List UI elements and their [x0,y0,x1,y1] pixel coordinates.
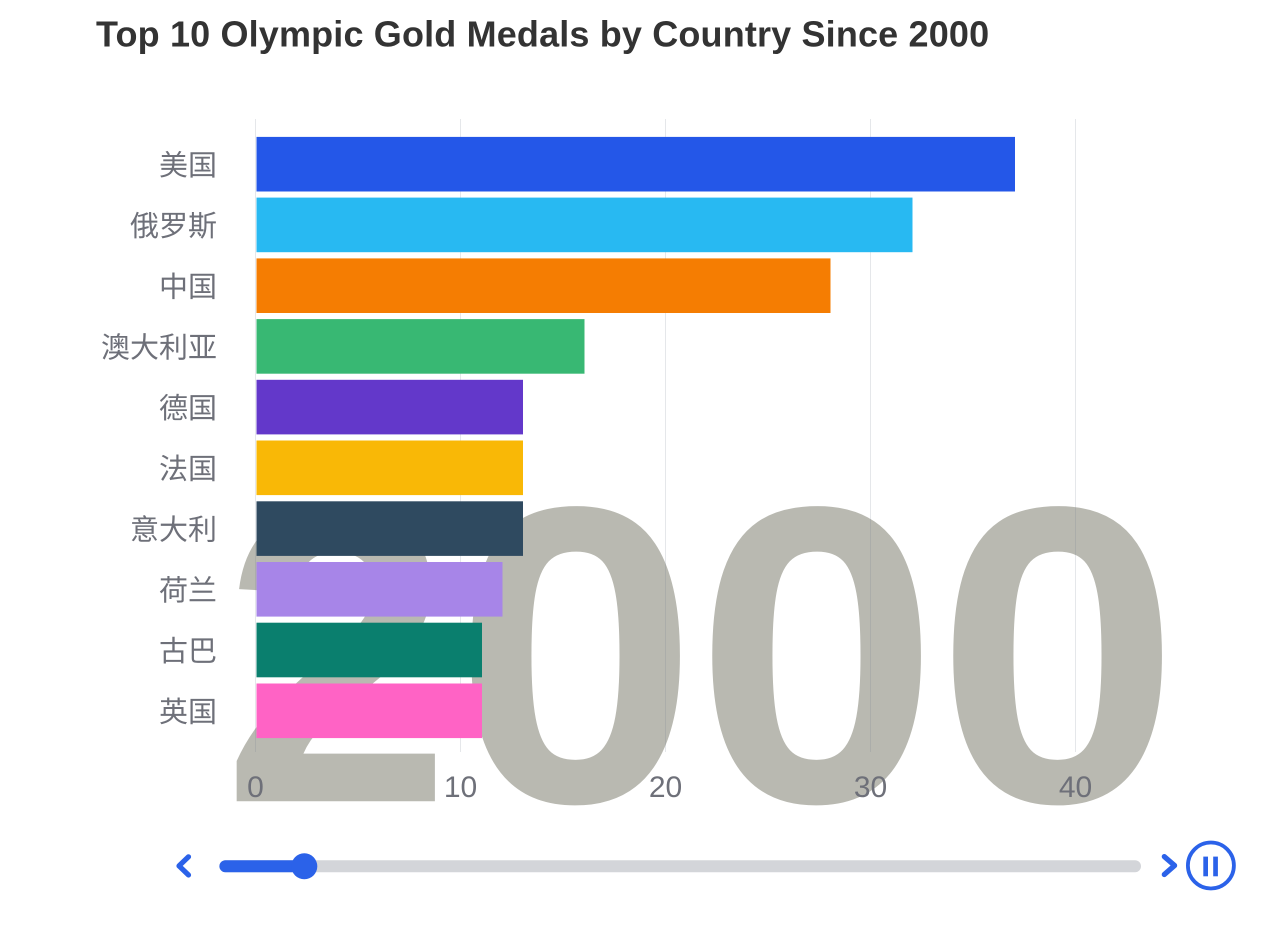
svg-text:10: 10 [444,771,477,804]
svg-text:20: 20 [649,771,682,804]
svg-text:40: 40 [1059,771,1092,804]
svg-text:30: 30 [854,771,887,804]
svg-text:Top 10 Olympic Gold Medals by: Top 10 Olympic Gold Medals by Country Si… [96,14,989,55]
svg-text:000: 000 [454,420,1177,892]
svg-text:0: 0 [247,771,264,804]
